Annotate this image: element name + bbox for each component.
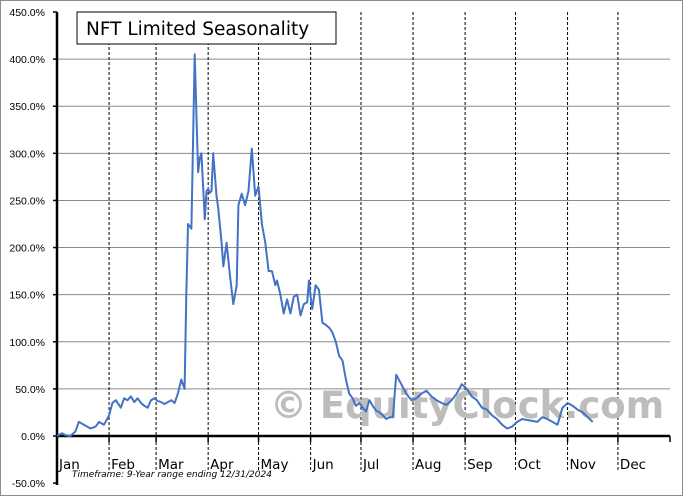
month-label-apr: Apr [210, 457, 234, 473]
y-tick-label: 150.0% [9, 290, 45, 302]
month-label-jun: Jun [312, 457, 334, 473]
axes [55, 12, 671, 485]
month-label-may: May [261, 457, 289, 473]
y-tick-label: -50.0% [12, 478, 45, 490]
chart-title: NFT Limited Seasonality [86, 19, 309, 40]
month-label-jan: Jan [58, 457, 80, 473]
horizontal-gridlines [57, 58, 670, 390]
month-label-sep: Sep [467, 457, 492, 473]
y-tick-label: 200.0% [9, 243, 45, 255]
y-tick-label: 250.0% [9, 195, 45, 207]
month-label-oct: Oct [517, 457, 540, 473]
title-box: NFT Limited Seasonality [76, 11, 337, 45]
seasonality-line [56, 53, 594, 437]
y-tick-label: 450.0% [9, 7, 45, 19]
month-label-aug: Aug [415, 457, 441, 473]
y-tick-label: 0.0% [21, 431, 45, 443]
y-tick-label: 400.0% [9, 54, 45, 66]
month-separator-lines [108, 12, 619, 470]
timeframe-footnote: Timeframe: 9-Year range ending 12/31/202… [72, 470, 272, 480]
x-axis-month-labels: Jan Feb Mar Apr May Jun Jul Aug Sep Oct Nov Dec [58, 457, 646, 473]
month-label-feb: Feb [111, 457, 135, 473]
month-label-mar: Mar [158, 457, 184, 473]
y-tick-label: 100.0% [9, 337, 45, 349]
month-label-jul: Jul [362, 457, 379, 473]
month-label-nov: Nov [570, 457, 596, 473]
y-tick-label: 350.0% [9, 101, 45, 113]
y-tick-label: 50.0% [15, 384, 45, 396]
y-axis-tick-labels: 450.0% 400.0% 350.0% 300.0% 250.0% 200.0% 150.… [9, 7, 57, 490]
y-tick-label: 300.0% [9, 148, 45, 160]
month-label-dec: Dec [620, 457, 646, 473]
